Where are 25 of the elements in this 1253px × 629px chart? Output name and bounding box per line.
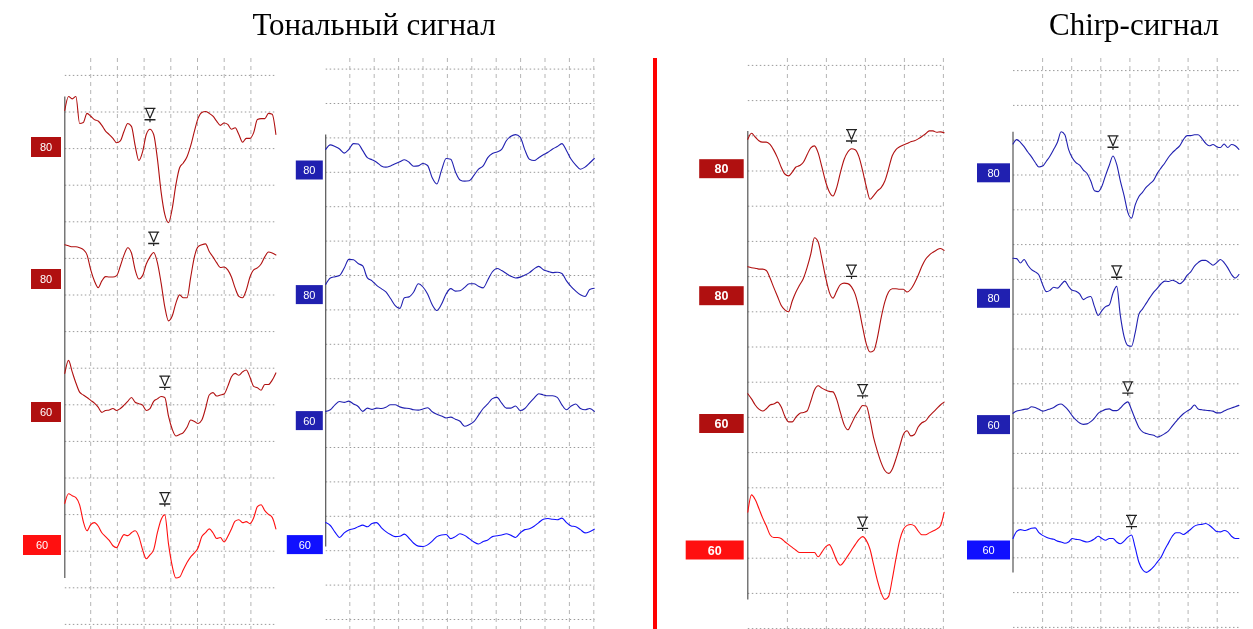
series-label: 80: [303, 163, 316, 176]
text: 60: [39, 405, 53, 418]
series-label: 60: [298, 538, 311, 551]
text: 80: [714, 289, 729, 304]
text: 60: [35, 538, 49, 551]
chart-title: Тональный сигнал: [252, 7, 496, 42]
point: [857, 383, 869, 399]
text: 80: [39, 272, 53, 285]
series-label: 80: [303, 288, 316, 301]
point: [1107, 135, 1119, 150]
text: 80: [987, 292, 1000, 305]
point: [159, 492, 171, 507]
point: [846, 129, 858, 144]
text: 80: [39, 140, 53, 153]
series-label: 60: [303, 414, 316, 427]
point: [846, 264, 858, 279]
text: 60: [707, 543, 722, 558]
text: 80: [714, 162, 729, 177]
chart-title: Chirp-сигнал: [1048, 7, 1220, 42]
series-label: 60: [987, 418, 1000, 431]
series-label: 60: [982, 543, 995, 556]
point: [1111, 265, 1123, 280]
point: [1122, 381, 1134, 396]
text: 60: [714, 417, 729, 431]
text: 80: [987, 166, 1000, 179]
